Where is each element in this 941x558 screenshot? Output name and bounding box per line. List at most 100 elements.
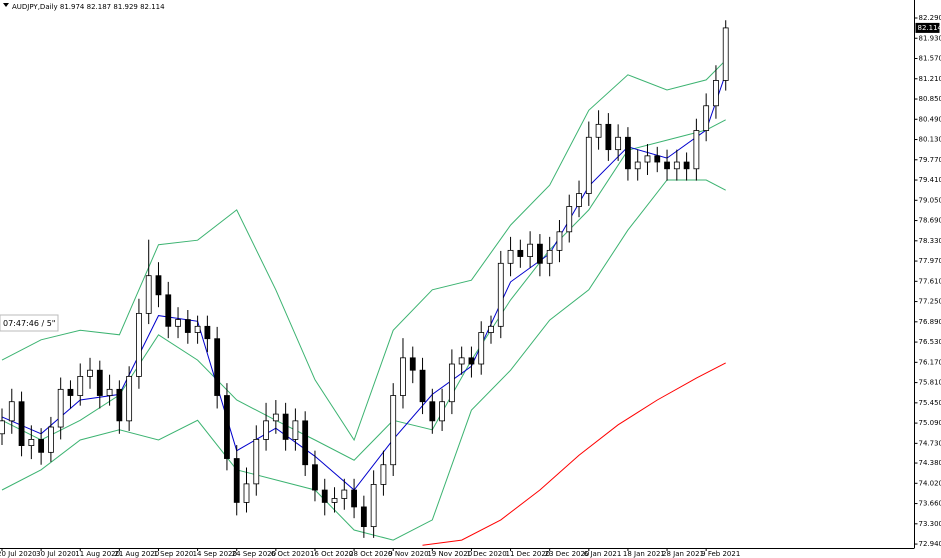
candle-body bbox=[673, 161, 680, 170]
candle-body bbox=[243, 483, 250, 503]
candle-body bbox=[145, 275, 152, 314]
candle-body bbox=[282, 413, 289, 440]
y-tick-label: 72.940 bbox=[919, 540, 941, 548]
candle-body bbox=[644, 155, 651, 163]
x-tick-label: 28 Jan 2021 bbox=[662, 550, 704, 558]
x-tick-label: 23 Dec 2020 bbox=[545, 550, 590, 558]
candle-body bbox=[253, 439, 260, 485]
candle-body bbox=[312, 464, 318, 491]
candle-body bbox=[595, 123, 602, 138]
candle-body bbox=[57, 388, 64, 428]
x-tick-label: 18 Jan 2021 bbox=[623, 550, 665, 558]
candle-body bbox=[194, 325, 201, 333]
y-tick-label: 77.250 bbox=[919, 298, 941, 306]
candle-body bbox=[67, 388, 74, 396]
x-tick-label: 30 Jul 2020 bbox=[36, 550, 76, 558]
y-tick-label: 79.050 bbox=[919, 196, 941, 204]
candle-body bbox=[683, 161, 690, 170]
candle-body bbox=[664, 161, 670, 170]
candle-body bbox=[625, 136, 631, 170]
candle-body bbox=[546, 249, 553, 264]
x-tick-label: 21 Aug 2020 bbox=[114, 550, 159, 558]
y-tick-label: 82.290 bbox=[919, 14, 941, 22]
candle-body bbox=[0, 420, 5, 435]
candle-body bbox=[204, 325, 211, 340]
header-low: 81.929 bbox=[113, 3, 138, 11]
candle-body bbox=[566, 206, 573, 233]
candle-body bbox=[48, 426, 54, 453]
x-tick-label: 6 Jan 2021 bbox=[584, 550, 622, 558]
candle-body bbox=[126, 375, 133, 422]
candle-body bbox=[155, 275, 162, 296]
y-tick-label: 80.130 bbox=[919, 136, 941, 144]
y-tick-label: 74.730 bbox=[919, 439, 941, 447]
candle-body bbox=[497, 262, 504, 327]
candle-body bbox=[537, 243, 543, 264]
x-tick-label: 11 Aug 2020 bbox=[75, 550, 120, 558]
header-high: 82.187 bbox=[87, 3, 112, 11]
x-tick-label: 28 Oct 2020 bbox=[349, 550, 392, 558]
candle-body bbox=[263, 420, 269, 440]
x-tick-label: 20 Jul 2020 bbox=[0, 550, 37, 558]
candle-body bbox=[703, 105, 710, 131]
candle-body bbox=[8, 401, 15, 422]
candle-body bbox=[370, 484, 377, 528]
candle-body bbox=[419, 369, 426, 403]
candle-body bbox=[390, 395, 397, 466]
candle-body bbox=[448, 363, 455, 403]
candle-body bbox=[585, 136, 592, 194]
y-tick-label: 81.930 bbox=[919, 34, 941, 42]
candle-body bbox=[556, 231, 563, 251]
candle-body bbox=[713, 80, 719, 107]
y-tick-label: 76.530 bbox=[919, 338, 941, 346]
candle-body bbox=[507, 249, 514, 264]
candle-body bbox=[341, 489, 348, 499]
indicator-line bbox=[1, 59, 727, 442]
candle-body bbox=[488, 325, 494, 333]
candle-body bbox=[18, 401, 25, 447]
indicator-line bbox=[1, 119, 726, 461]
y-tick-label: 75.090 bbox=[919, 419, 941, 427]
candle-body bbox=[400, 357, 406, 396]
time-label-box bbox=[0, 314, 59, 332]
y-tick-label: 77.610 bbox=[919, 277, 941, 285]
x-tick-label: 24 Sep 2020 bbox=[232, 550, 276, 558]
candle-body bbox=[184, 319, 191, 333]
candle-body bbox=[478, 332, 485, 365]
y-tick-label: 76.170 bbox=[919, 358, 941, 366]
candle-body bbox=[654, 155, 661, 163]
candle-body bbox=[605, 123, 612, 151]
y-tick-label: 80.490 bbox=[919, 115, 941, 123]
y-tick-label: 73.300 bbox=[919, 520, 941, 528]
candle-body bbox=[527, 243, 534, 257]
candle-body bbox=[96, 369, 103, 396]
candle-body bbox=[292, 420, 299, 440]
candle-body bbox=[409, 357, 416, 371]
chart-header: AUDJPY,Daily 81.974 82.187 81.929 82.114 bbox=[12, 3, 165, 11]
y-tick-label: 78.330 bbox=[919, 237, 941, 245]
candle-body bbox=[136, 312, 142, 377]
last-price-label: 82.114 bbox=[918, 24, 941, 32]
candle-body bbox=[517, 249, 524, 257]
y-tick-label: 81.570 bbox=[919, 55, 941, 63]
candle-body bbox=[615, 136, 622, 151]
header-open: 81.974 bbox=[60, 3, 85, 11]
last-price-box bbox=[915, 22, 940, 33]
x-tick-label: 16 Oct 2020 bbox=[310, 550, 353, 558]
candle-body bbox=[224, 395, 230, 459]
x-tick-label: 19 Nov 2020 bbox=[427, 550, 472, 558]
x-tick-label: 9 Feb 2021 bbox=[701, 550, 740, 558]
y-tick-label: 79.410 bbox=[919, 176, 941, 184]
candle-body bbox=[429, 401, 436, 422]
candle-body bbox=[106, 388, 113, 396]
x-tick-label: 1 Sep 2020 bbox=[153, 550, 193, 558]
header-close: 82.114 bbox=[140, 3, 165, 11]
plot bbox=[0, 20, 729, 546]
y-tick-label: 77.970 bbox=[919, 257, 941, 265]
candle-body bbox=[458, 357, 465, 365]
menu-arrow[interactable] bbox=[3, 3, 9, 7]
candle-body bbox=[351, 489, 357, 508]
